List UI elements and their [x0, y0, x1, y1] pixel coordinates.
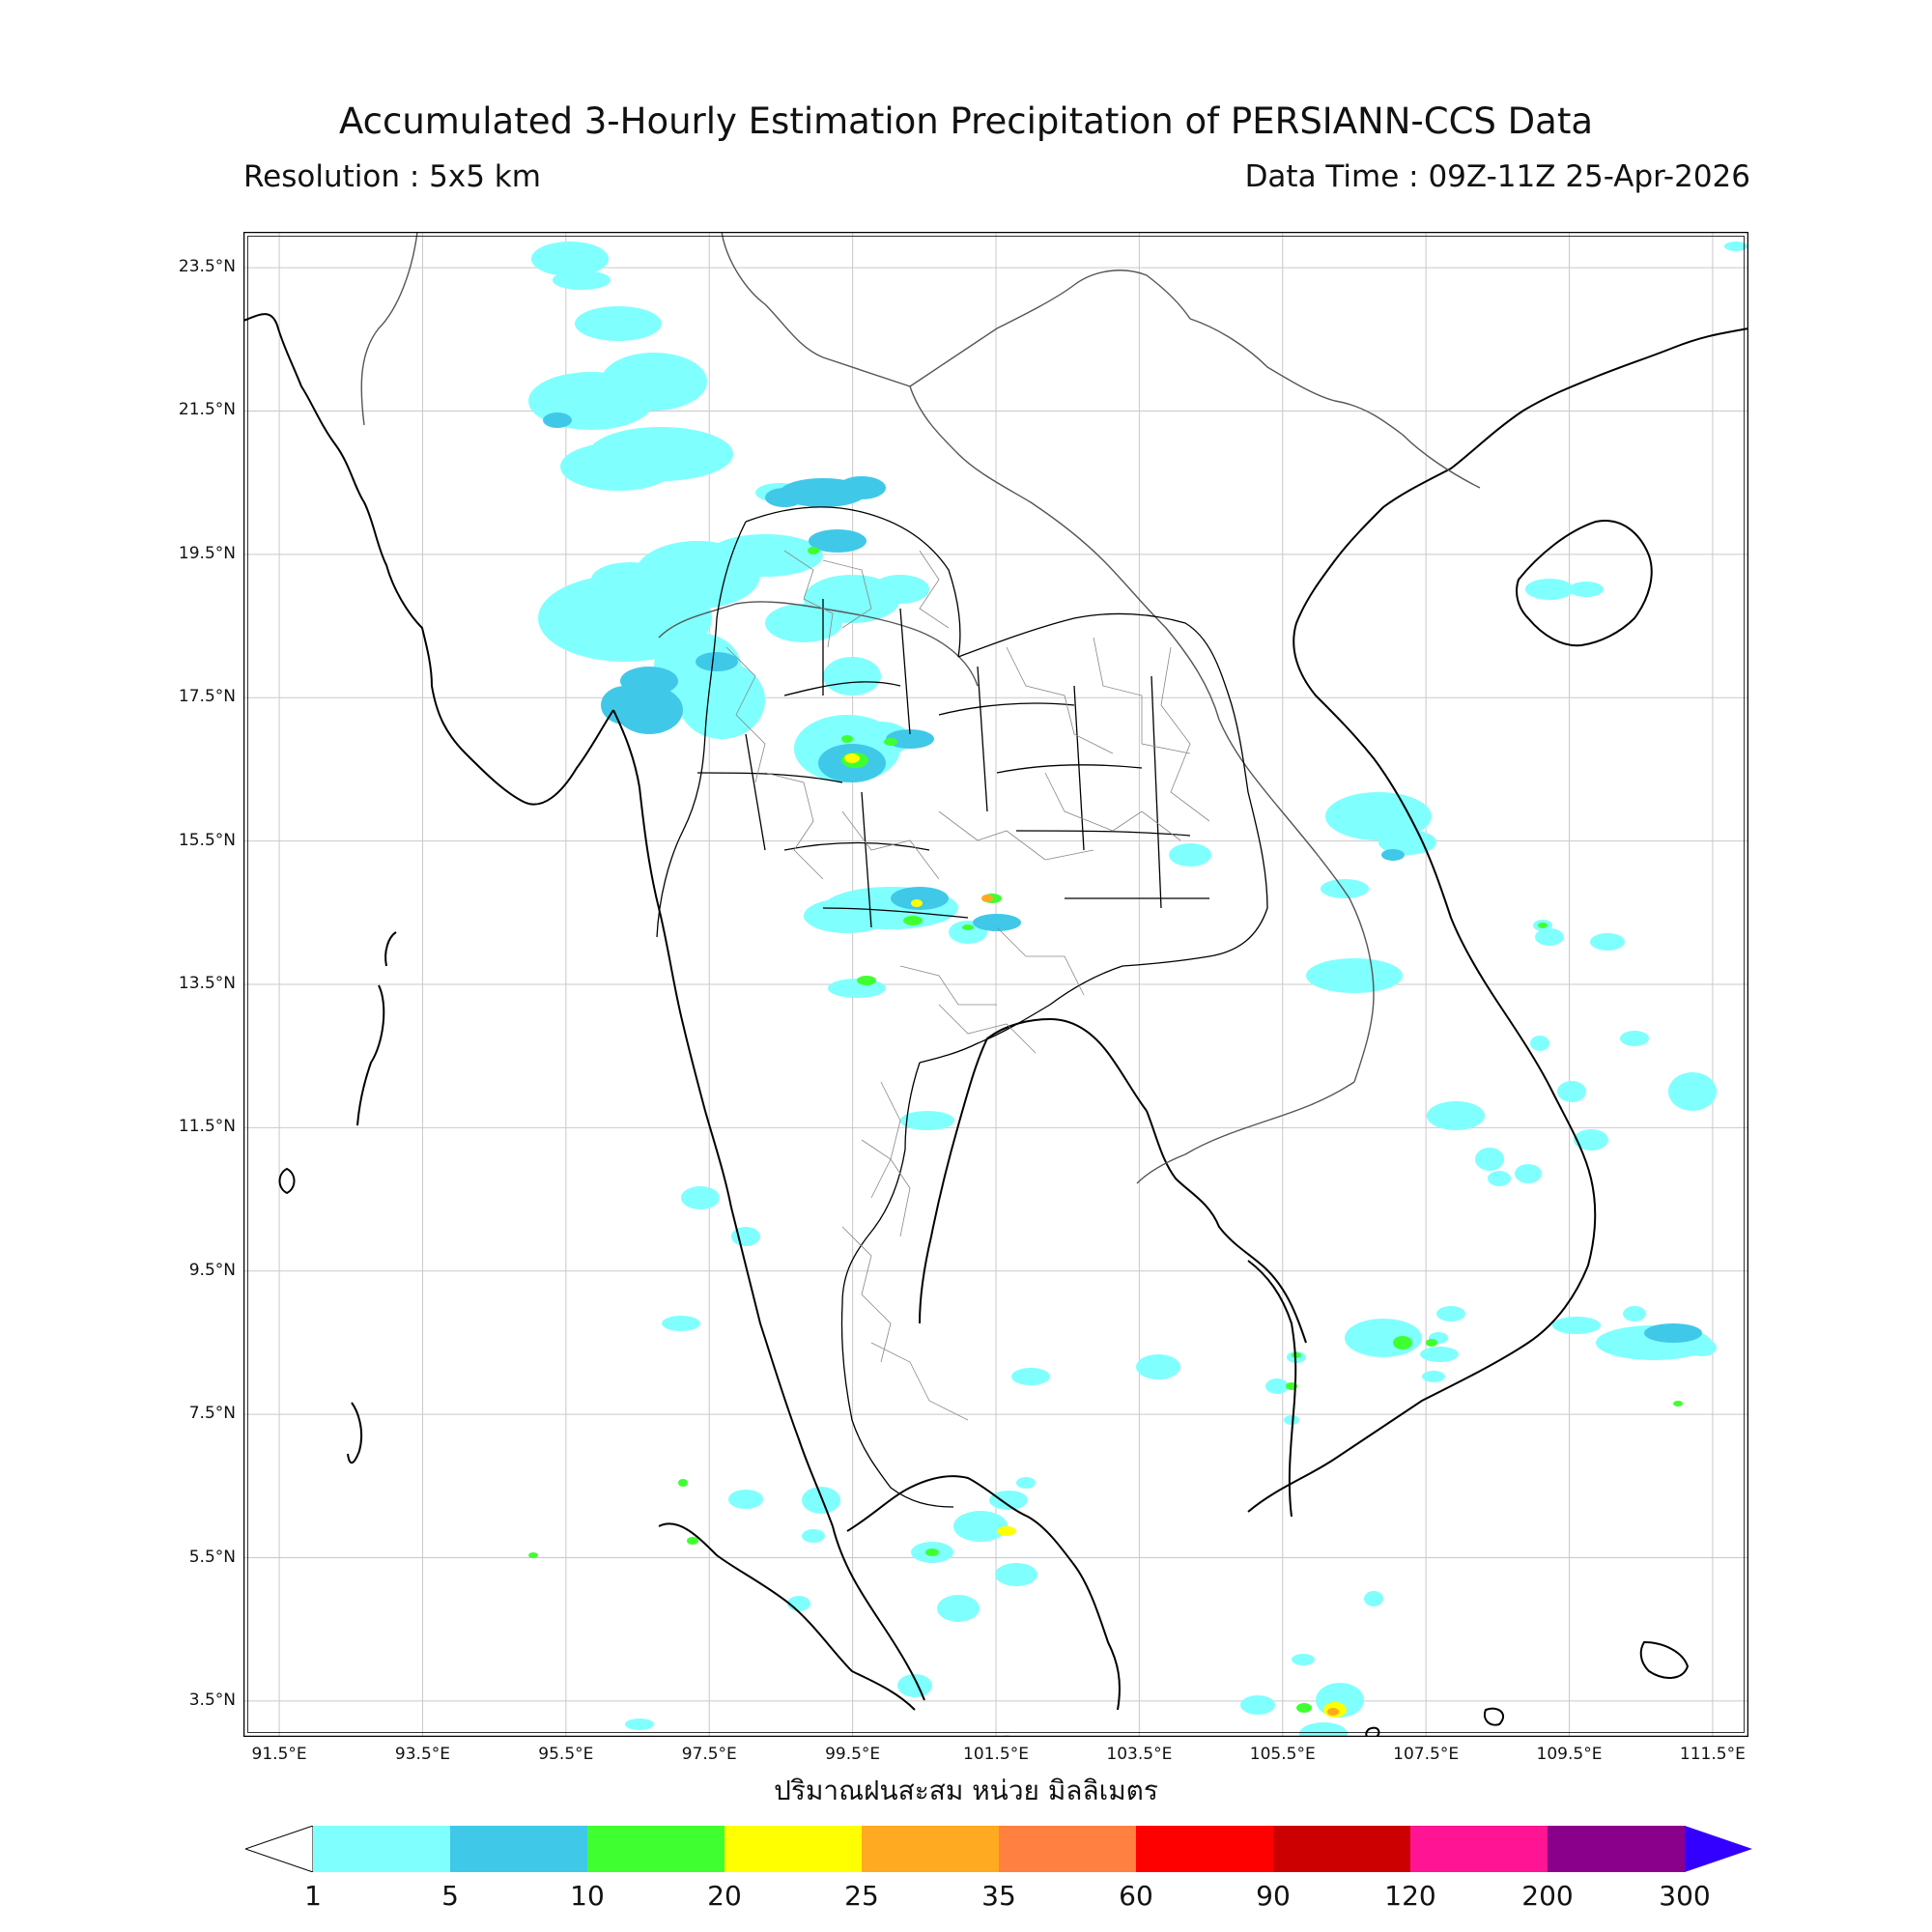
data-time-label: Data Time : 09Z-11Z 25-Apr-2026	[1244, 159, 1750, 194]
colorbar-over-arrow	[1685, 1826, 1752, 1872]
graticule	[243, 232, 1748, 1737]
colorbar-segment	[1273, 1826, 1411, 1872]
colorbar-segment	[724, 1826, 863, 1872]
y-tick-label: 17.5°N	[178, 687, 236, 707]
colorbar-level-label: 200	[1521, 1880, 1574, 1912]
country-borders	[360, 232, 1481, 1184]
colorbar-segment	[313, 1826, 451, 1872]
x-tick-label: 101.5°E	[963, 1745, 1029, 1764]
y-tick-label: 7.5°N	[188, 1404, 236, 1424]
colorbar-level-label: 1	[304, 1880, 322, 1912]
precipitation-layer	[528, 242, 1747, 1737]
colorbar-level-label: 300	[1659, 1880, 1711, 1912]
colorbar-segment	[1410, 1826, 1548, 1872]
map-panel	[243, 232, 1748, 1737]
x-tick-label: 97.5°E	[681, 1745, 737, 1764]
colorbar-level-label: 20	[707, 1880, 742, 1912]
resolution-label: Resolution : 5x5 km	[243, 159, 541, 194]
x-tick-label: 103.5°E	[1106, 1745, 1173, 1764]
colorbar-under-arrow	[245, 1826, 314, 1872]
y-tick-label: 13.5°N	[178, 974, 236, 993]
colorbar-segment	[1548, 1826, 1686, 1872]
x-tick-label: 91.5°E	[251, 1745, 307, 1764]
chart-title: Accumulated 3-Hourly Estimation Precipit…	[338, 100, 1594, 142]
colorbar-level-label: 5	[441, 1880, 459, 1912]
y-tick-label: 9.5°N	[188, 1260, 236, 1280]
colorbar-segment	[999, 1826, 1137, 1872]
colorbar-level-label: 90	[1256, 1880, 1291, 1912]
y-tick-label: 19.5°N	[178, 543, 236, 563]
y-tick-label: 3.5°N	[188, 1690, 236, 1710]
x-tick-label: 105.5°E	[1249, 1745, 1316, 1764]
colorbar-level-label: 60	[1119, 1880, 1153, 1912]
colorbar-level-label: 25	[844, 1880, 879, 1912]
x-tick-label: 111.5°E	[1679, 1745, 1746, 1764]
x-tick-label: 109.5°E	[1536, 1745, 1603, 1764]
map-canvas	[243, 232, 1748, 1737]
y-tick-label: 11.5°N	[178, 1117, 236, 1137]
y-tick-label: 23.5°N	[178, 257, 236, 277]
district-boundaries	[725, 550, 1210, 1421]
x-tick-label: 99.5°E	[825, 1745, 881, 1764]
colorbar-segment	[587, 1826, 725, 1872]
x-tick-label: 93.5°E	[394, 1745, 451, 1764]
colorbar-level-label: 120	[1384, 1880, 1436, 1912]
x-tick-label: 107.5°E	[1393, 1745, 1460, 1764]
y-tick-label: 5.5°N	[188, 1547, 236, 1567]
y-tick-label: 15.5°N	[178, 830, 236, 850]
colorbar-level-label: 10	[570, 1880, 605, 1912]
x-axis-title: ปริมาณฝนสะสม หน่วย มิลลิเมตร	[774, 1775, 1158, 1806]
colorbar-segment	[862, 1826, 1000, 1872]
colorbar	[245, 1826, 1752, 1872]
colorbar-level-label: 35	[981, 1880, 1016, 1912]
colorbar-segment	[1136, 1826, 1274, 1872]
colorbar-segment	[450, 1826, 588, 1872]
y-tick-label: 21.5°N	[178, 400, 236, 420]
coastlines	[243, 313, 1748, 1737]
x-tick-label: 95.5°E	[538, 1745, 594, 1764]
